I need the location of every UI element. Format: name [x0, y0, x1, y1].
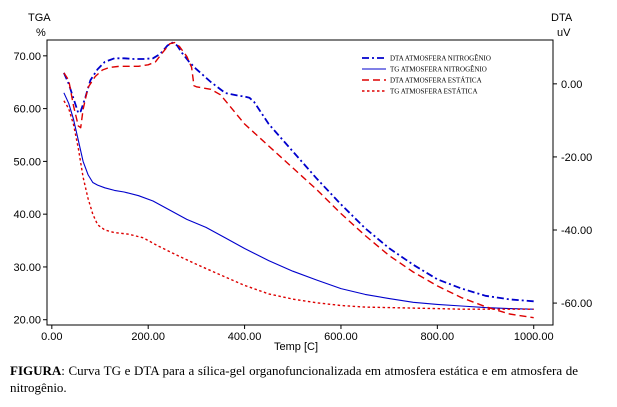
right-tick-label: -60.00 [561, 298, 592, 310]
left-tick-label: 60.00 [13, 104, 41, 116]
caption-label: FIGURA [10, 363, 62, 378]
left-axis-title: TGA [28, 12, 51, 24]
left-tick-label: 40.00 [13, 209, 41, 221]
tga-dta-chart: TGA % DTA uV Temp [C] 0.00 200.00 400.00 60… [13, 12, 592, 353]
right-axis-unit: uV [557, 27, 571, 39]
right-axis-title: DTA [551, 12, 573, 24]
caption-text: : Curva TG e DTA para a sílica-gel organ… [10, 363, 578, 395]
x-tick-label: 600.00 [324, 331, 358, 343]
axis-ticks: 0.00 200.00 400.00 600.00 800.00 1000.00 20.00… [13, 51, 592, 343]
x-tick-label: 200.00 [131, 331, 165, 343]
legend: DTA ATMOSFERA NITROGÊNIO TG ATMOSFERA NI… [362, 55, 491, 96]
series-dta-static-line [63, 41, 534, 319]
series-dta-nitrogen-line [63, 41, 534, 303]
series-tg-static-line [63, 100, 534, 310]
series-tg-nitrogen-line [63, 92, 534, 310]
x-tick-label: 0.00 [41, 331, 62, 343]
left-tick-label: 70.00 [13, 51, 41, 63]
x-axis-title: Temp [C] [274, 341, 318, 353]
series-group [63, 41, 534, 319]
right-tick-label: 0.00 [561, 79, 582, 91]
figure-caption: FIGURA: Curva TG e DTA para a sílica-gel… [10, 362, 578, 396]
plot-frame [46, 39, 554, 326]
x-tick-label: 800.00 [421, 331, 455, 343]
right-tick-label: -20.00 [561, 152, 592, 164]
left-axis-unit: % [36, 27, 46, 39]
x-tick-label: 400.00 [228, 331, 262, 343]
x-tick-label: 1000.00 [514, 331, 554, 343]
legend-label-tg-static: TG ATMOSFERA ESTÁTICA [390, 88, 478, 96]
legend-label-tg-nitrogen: TG ATMOSFERA NITROGÊNIO [390, 66, 487, 74]
legend-label-dta-static: DTA ATMOSFERA ESTÁTICA [390, 77, 482, 85]
legend-label-dta-nitrogen: DTA ATMOSFERA NITROGÊNIO [390, 55, 491, 63]
left-tick-label: 30.00 [13, 262, 41, 274]
left-tick-label: 50.00 [13, 156, 41, 168]
right-tick-label: -40.00 [561, 225, 592, 237]
left-tick-label: 20.00 [13, 315, 41, 327]
